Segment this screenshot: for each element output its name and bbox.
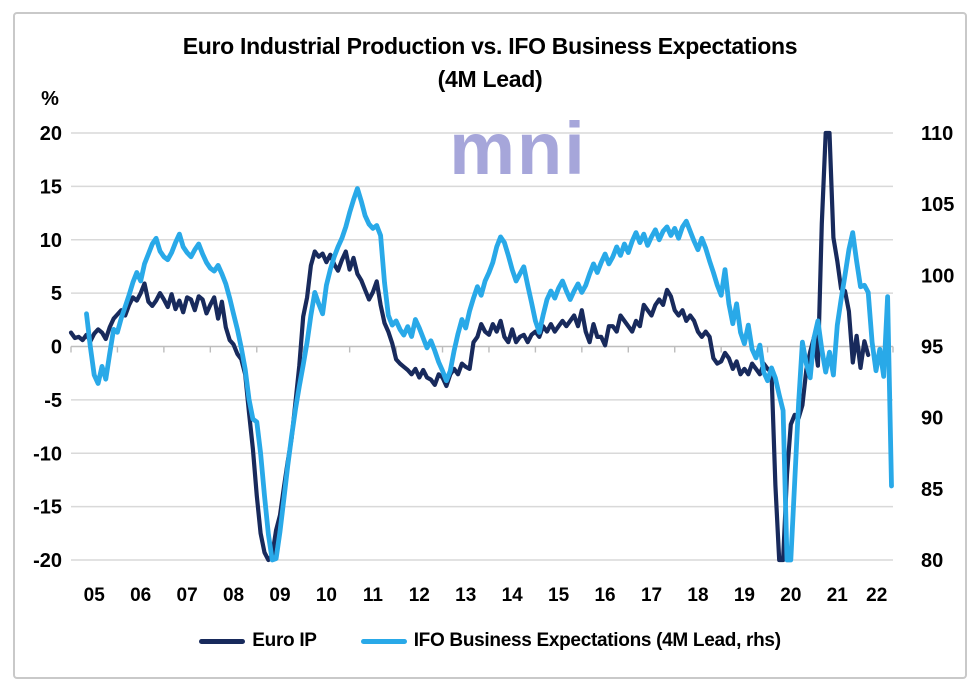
x-axis-year-label: 19: [734, 585, 755, 606]
right-axis-tick-label: 80: [921, 550, 943, 572]
chart-title-line1: Euro Industrial Production vs. IFO Busin…: [182, 33, 798, 59]
euro-ip-line-swatch: [199, 638, 246, 644]
chart-title-line2: (4M Lead): [437, 66, 543, 92]
left-axis-unit-label: %: [41, 88, 59, 110]
right-axis-tick-label: 90: [921, 408, 943, 430]
ifo-expectations-line: [84, 186, 894, 563]
x-axis-year-label: 17: [641, 585, 662, 606]
legend-item-euro-ip: Euro IP: [199, 630, 317, 652]
left-axis-tick-label: 10: [40, 230, 62, 252]
chart-legend: Euro IP IFO Business Expectations (4M Le…: [0, 626, 980, 656]
chart-border: [13, 12, 967, 679]
x-axis-year-label: 14: [502, 585, 524, 606]
right-axis-tick-label: 85: [921, 479, 943, 501]
right-axis-tick-label: 110: [921, 123, 953, 145]
x-axis-year-label: 18: [687, 585, 708, 606]
mni-watermark: mni: [449, 107, 587, 190]
ifo-line-swatch: [360, 638, 407, 644]
right-axis-tick-label: 105: [921, 194, 954, 216]
legend-label-ifo: IFO Business Expectations (4M Lead, rhs): [413, 630, 781, 651]
x-axis-year-label: 08: [223, 585, 244, 606]
x-axis-year-label: 16: [594, 585, 615, 606]
left-axis-tick-label: 20: [40, 123, 62, 145]
x-axis-year-label: 11: [363, 585, 384, 606]
legend-item-ifo: IFO Business Expectations (4M Lead, rhs): [360, 630, 781, 652]
left-axis-tick-label: -20: [33, 550, 62, 572]
x-axis-year-label: 07: [177, 585, 198, 606]
left-axis-tick-label: -5: [44, 390, 62, 412]
right-axis-tick-label: 100: [921, 265, 954, 287]
x-axis-year-label: 12: [409, 585, 430, 606]
x-axis-year-label: 21: [827, 585, 849, 606]
x-axis-year-label: 15: [548, 585, 570, 606]
left-axis-tick-label: 15: [40, 176, 62, 198]
left-axis-tick-label: -10: [33, 443, 62, 465]
chart-title: Euro Industrial Production vs. IFO Busin…: [0, 30, 980, 96]
x-axis-year-label: 22: [866, 585, 887, 606]
left-axis-tick-label: 5: [51, 283, 62, 305]
x-axis-year-label: 05: [84, 585, 106, 606]
x-axis-year-label: 09: [269, 585, 290, 606]
left-axis-tick-label: 0: [51, 337, 62, 359]
x-axis-year-label: 13: [455, 585, 476, 606]
x-axis-year-label: 20: [780, 585, 801, 606]
x-axis-year-label: 06: [130, 585, 151, 606]
right-axis-tick-label: 95: [921, 337, 943, 359]
legend-label-euro-ip: Euro IP: [252, 630, 317, 651]
x-axis-year-label: 10: [316, 585, 337, 606]
euro-ip-line: [68, 130, 871, 563]
left-axis-tick-label: -15: [33, 497, 62, 519]
